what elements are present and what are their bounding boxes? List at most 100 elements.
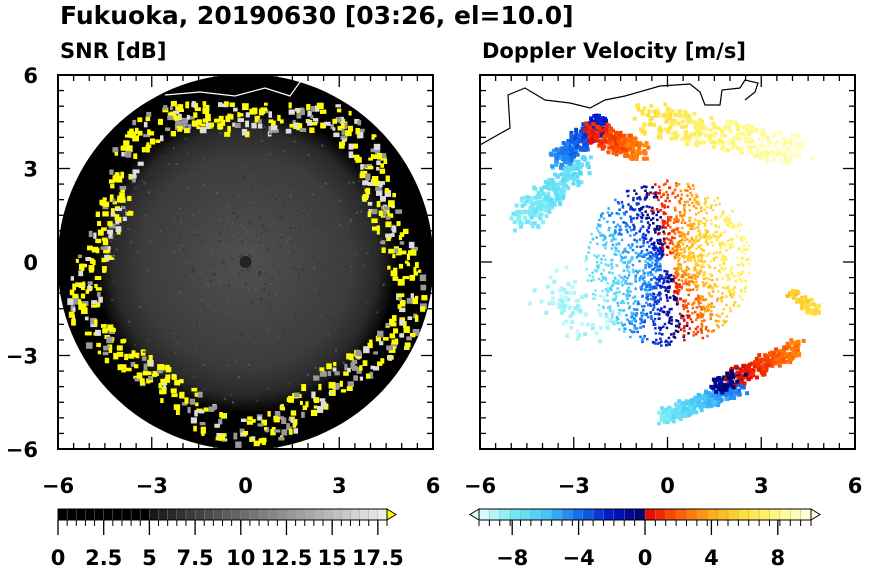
doppler-pixel — [703, 271, 706, 275]
doppler-pixel — [576, 179, 581, 184]
snr-pixel — [198, 267, 201, 270]
doppler-pixel — [646, 271, 650, 274]
snr-pixel — [121, 369, 126, 373]
snr-pixel — [249, 250, 252, 253]
doppler-pixel — [682, 214, 686, 217]
doppler-pixel — [702, 273, 706, 277]
doppler-pixel — [708, 283, 712, 287]
snr-pixel — [260, 139, 263, 142]
doppler-colorbar-cell — [655, 508, 667, 521]
snr-pixel — [204, 231, 207, 234]
snr-pixel — [310, 105, 315, 112]
snr-pixel — [205, 229, 208, 232]
snr-colorbar-over-arrow — [386, 508, 397, 521]
doppler-pixel — [725, 223, 729, 227]
doppler-pixel — [625, 210, 628, 214]
snr-pixel — [412, 328, 420, 336]
snr-pixel — [170, 101, 177, 107]
doppler-pixel — [629, 215, 632, 219]
snr-pixel — [334, 210, 337, 213]
doppler-pixel — [681, 215, 684, 219]
doppler-pixel — [716, 196, 719, 200]
doppler-pixel — [597, 224, 601, 228]
snr-pixel — [124, 353, 129, 361]
doppler-pixel — [729, 370, 734, 375]
doppler-pixel — [731, 140, 736, 145]
snr-pixel — [240, 240, 243, 243]
snr-pixel — [269, 188, 272, 191]
doppler-pixel — [694, 310, 697, 314]
doppler-pixel — [617, 312, 622, 317]
doppler-pixel — [520, 198, 525, 203]
doppler-pixel — [686, 224, 690, 227]
snr-pixel — [101, 227, 107, 231]
doppler-pixel — [617, 202, 621, 205]
snr-pixel — [377, 152, 383, 160]
doppler-pixel — [631, 248, 635, 252]
doppler-pixel — [696, 294, 700, 298]
doppler-pixel — [761, 144, 766, 149]
snr-pixel — [240, 254, 243, 257]
doppler-pixel — [561, 193, 566, 198]
doppler-pixel — [610, 267, 613, 270]
doppler-pixel — [636, 271, 639, 274]
snr-pixel — [327, 371, 331, 376]
doppler-pixel — [760, 358, 765, 363]
doppler-pixel — [618, 228, 622, 232]
doppler-pixel — [781, 151, 786, 156]
doppler-colorbar-cell — [541, 508, 553, 521]
doppler-pixel — [771, 157, 776, 162]
doppler-pixel — [634, 251, 638, 255]
snr-pixel — [183, 244, 186, 247]
doppler-pixel — [694, 133, 699, 138]
doppler-pixel — [728, 307, 732, 310]
snr-pixel — [218, 436, 225, 441]
doppler-pixel — [619, 216, 623, 220]
doppler-pixel — [609, 214, 612, 217]
snr-pixel — [311, 391, 316, 399]
doppler-pixel — [651, 206, 654, 210]
snr-pixel — [339, 380, 343, 387]
snr-pixel — [175, 408, 180, 415]
doppler-pixel — [622, 309, 626, 312]
doppler-pixel — [655, 260, 658, 263]
doppler-pixel — [747, 262, 750, 266]
snr-pixel — [302, 211, 305, 214]
doppler-pixel — [687, 203, 691, 207]
doppler-pixel — [530, 224, 535, 229]
snr-pixel — [110, 240, 113, 243]
doppler-pixel — [809, 297, 814, 302]
doppler-pixel — [613, 252, 616, 256]
doppler-pixel — [630, 322, 634, 326]
snr-pixel — [155, 139, 161, 143]
doppler-pixel — [700, 325, 704, 328]
doppler-pixel — [589, 136, 594, 141]
snr-colorbar-cell — [313, 508, 324, 521]
doppler-pixel — [665, 313, 668, 316]
doppler-pixel — [700, 328, 703, 332]
snr-pixel — [107, 221, 113, 227]
doppler-pixel — [623, 153, 628, 158]
doppler-pixel — [668, 316, 672, 320]
snr-pixel — [321, 268, 324, 271]
doppler-pixel — [704, 200, 707, 204]
doppler-pixel — [651, 186, 654, 189]
doppler-pixel — [671, 122, 676, 127]
snr-pixel — [95, 211, 100, 217]
snr-pixel — [341, 128, 345, 136]
doppler-pixel — [701, 281, 705, 284]
doppler-pixel — [662, 192, 665, 196]
doppler-pixel — [676, 245, 680, 249]
doppler-pixel — [576, 145, 581, 150]
doppler-pixel — [635, 240, 639, 244]
doppler-pixel — [616, 301, 620, 305]
snr-pixel — [199, 240, 202, 243]
snr-pixel — [390, 270, 398, 277]
doppler-pixel — [649, 271, 652, 274]
doppler-pixel — [580, 146, 585, 151]
doppler-pixel — [743, 286, 747, 290]
doppler-pixel — [680, 193, 684, 196]
snr-pixel — [336, 218, 339, 221]
doppler-pixel — [748, 374, 753, 379]
doppler-pixel — [596, 308, 601, 313]
